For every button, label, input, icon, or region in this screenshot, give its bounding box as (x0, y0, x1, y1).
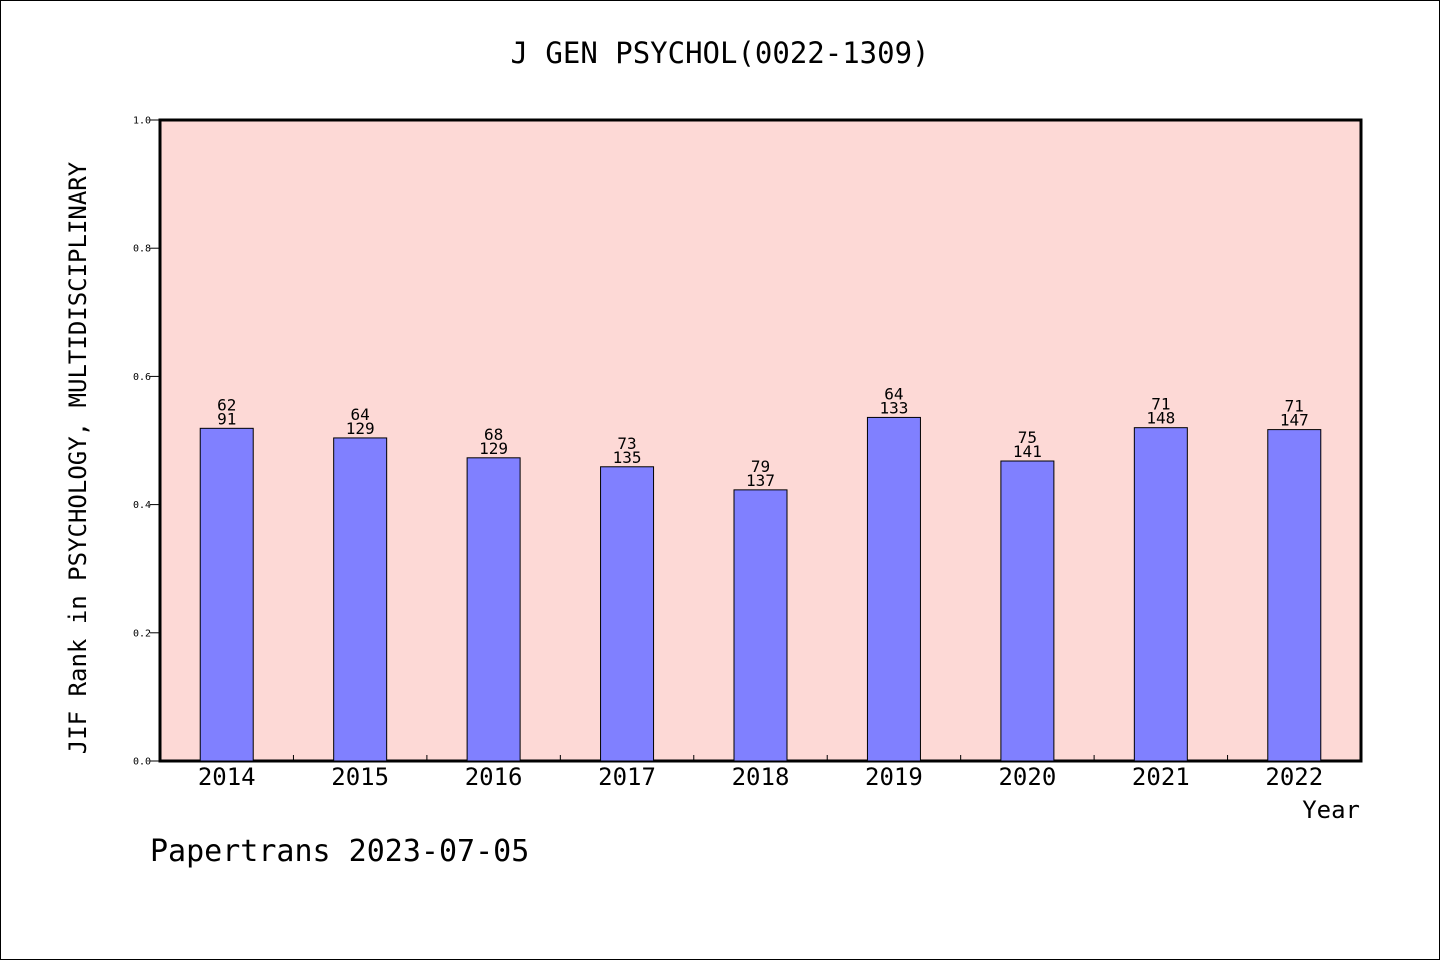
bar-rank-label: 71 (1151, 395, 1170, 414)
bar-rank-label: 71 (1285, 397, 1304, 416)
x-axis-label: Year (1302, 796, 1360, 824)
data-labels: 6291201464129201568129201673135201779137… (198, 384, 1323, 791)
y-tick-label: 0.6 (133, 372, 151, 383)
bar-total-label: 129 (479, 439, 508, 458)
bar-2020 (1000, 460, 1055, 762)
y-tick-label: 0.2 (133, 628, 151, 639)
axis-ticks: 0.0 0.2 0.4 0.6 0.8 1.0 (133, 116, 1229, 768)
bars (199, 416, 1322, 762)
y-tick-label: 0.0 (133, 757, 151, 768)
x-tick-label: 2017 (598, 763, 656, 791)
bar-2018 (733, 489, 788, 762)
y-tick-label: 1.0 (133, 116, 151, 127)
bar-total-label: 141 (1013, 442, 1042, 461)
bar-total-label: 91 (217, 409, 236, 428)
bar-rank-label: 64 (884, 384, 903, 403)
bar-2022 (1267, 429, 1322, 762)
y-tick-label: 0.4 (133, 500, 151, 511)
chart-title: J GEN PSYCHOL(0022-1309) (510, 36, 930, 70)
x-tick-label: 2020 (998, 763, 1056, 791)
bar-rank-label: 64 (351, 405, 370, 424)
x-tick-label: 2016 (465, 763, 523, 791)
x-tick-label: 2021 (1132, 763, 1190, 791)
x-tick-label: 2022 (1265, 763, 1323, 791)
bar-total-label: 129 (346, 419, 375, 438)
bar-rank-label: 68 (484, 425, 503, 444)
bar-total-label: 133 (879, 398, 908, 417)
x-tick-label: 2014 (198, 763, 256, 791)
bar-rank-label: 75 (1018, 428, 1037, 447)
bar-2015 (333, 437, 388, 762)
x-tick-label: 2019 (865, 763, 923, 791)
bar-rank-label: 73 (617, 434, 636, 453)
x-tick-label: 2015 (331, 763, 389, 791)
footer-text: Papertrans 2023-07-05 (150, 834, 530, 869)
bar-total-label: 135 (613, 448, 642, 467)
y-tick-label: 0.8 (133, 244, 151, 255)
bar-rank-label: 79 (751, 457, 770, 476)
bar-2021 (1133, 427, 1188, 762)
bar-2019 (866, 416, 921, 762)
bar-2017 (600, 466, 655, 762)
bar-total-label: 148 (1146, 409, 1175, 428)
bar-2016 (466, 457, 521, 762)
bar-rank-label: 62 (217, 395, 236, 414)
bar-total-label: 147 (1280, 411, 1309, 430)
bar-2014 (199, 427, 254, 762)
y-axis-label: JIF Rank in PSYCHOLOGY, MULTIDISCIPLINAR… (64, 161, 92, 755)
bar-total-label: 137 (746, 471, 775, 490)
x-tick-label: 2018 (732, 763, 790, 791)
